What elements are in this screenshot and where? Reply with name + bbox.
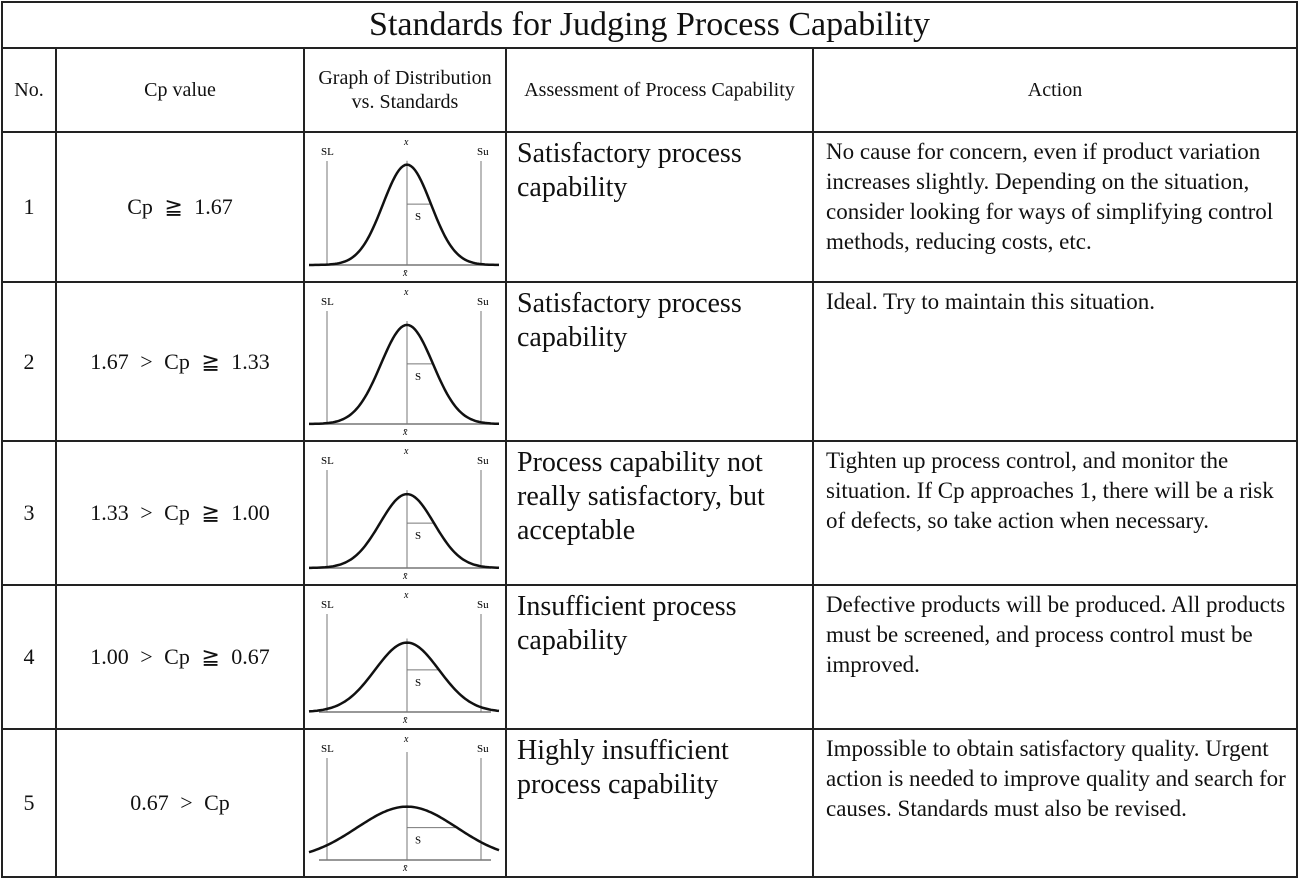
cp-value: 1.33 > Cp ≧ 1.00 <box>55 440 305 586</box>
sigma-label: S <box>415 211 421 223</box>
row-number: 1 <box>1 131 57 283</box>
assessment-text: Process capability not really satisfacto… <box>505 440 814 586</box>
mean-label: x̄ <box>402 863 408 874</box>
distribution-graph: SL Su S x̄ x <box>303 584 507 730</box>
mean-label: x̄ <box>402 571 408 582</box>
mean-top-label: x <box>403 734 409 745</box>
upper-spec-label: Su <box>477 599 489 611</box>
normal-curve-graph: SL Su S x̄ x <box>309 137 499 279</box>
normal-curve-graph: SL Su S x̄ x <box>309 287 499 438</box>
header-assessment: Assessment of Process Capability <box>505 47 814 133</box>
normal-curve-graph: SL Su S x̄ x <box>308 590 500 726</box>
lower-spec-label: SL <box>321 146 334 158</box>
assessment-text: Highly insufficient process capability <box>505 728 814 878</box>
mean-top-label: x <box>403 590 409 601</box>
sigma-label: S <box>415 835 421 847</box>
assessment-text: Satisfactory process capability <box>505 281 814 442</box>
normal-curve-graph: SL Su S x̄ x <box>308 734 500 874</box>
row-number: 2 <box>1 281 57 442</box>
mean-label: x̄ <box>402 715 408 726</box>
lower-spec-label: SL <box>321 455 334 467</box>
upper-spec-label: Su <box>477 296 489 308</box>
distribution-curve <box>308 805 500 854</box>
table-row: 1 Cp ≧ 1.67 SL Su S x̄ x Satisfactory pro… <box>1 131 1298 283</box>
assessment-text: Satisfactory process capability <box>505 131 814 283</box>
distribution-graph: SL Su S x̄ x <box>303 728 507 878</box>
upper-spec-label: Su <box>477 743 489 755</box>
distribution-graph: SL Su S x̄ x <box>303 131 507 283</box>
table-row: 5 0.67 > Cp SL Su S x̄ x Highly insuffici… <box>1 728 1298 878</box>
action-text: No cause for concern, even if product va… <box>811 131 1298 283</box>
lower-spec-label: SL <box>321 296 334 308</box>
sigma-label: S <box>415 371 421 383</box>
distribution-graph: SL Su S x̄ x <box>303 440 507 586</box>
action-text: Impossible to obtain satisfactory qualit… <box>811 728 1298 878</box>
lower-spec-label: SL <box>321 599 334 611</box>
header-cp: Cp value <box>55 47 305 133</box>
mean-label: x̄ <box>402 427 408 438</box>
mean-label: x̄ <box>402 268 408 279</box>
cp-value: 1.00 > Cp ≧ 0.67 <box>55 584 305 730</box>
table-row: 2 1.67 > Cp ≧ 1.33 SL Su S x̄ x Satisfact… <box>1 281 1298 442</box>
sigma-label: S <box>415 530 421 542</box>
mean-top-label: x <box>403 287 409 298</box>
table-title: Standards for Judging Process Capability <box>0 1 1298 49</box>
action-text: Ideal. Try to maintain this situation. <box>811 281 1298 442</box>
header-graph: Graph of Distribution vs. Standards <box>303 47 507 133</box>
distribution-graph: SL Su S x̄ x <box>303 281 507 442</box>
distribution-curve <box>309 323 499 426</box>
assessment-text: Insufficient process capability <box>505 584 814 730</box>
header-no: No. <box>1 47 57 133</box>
normal-curve-graph: SL Su S x̄ x <box>309 446 500 582</box>
lower-spec-label: SL <box>321 743 334 755</box>
cp-value: 1.67 > Cp ≧ 1.33 <box>55 281 305 442</box>
row-number: 4 <box>1 584 57 730</box>
sigma-label: S <box>415 677 421 689</box>
row-number: 5 <box>1 728 57 878</box>
distribution-curve <box>309 492 500 570</box>
mean-top-label: x <box>403 446 409 457</box>
mean-top-label: x <box>403 137 409 148</box>
header-action: Action <box>811 47 1298 133</box>
action-text: Tighten up process control, and monitor … <box>811 440 1298 586</box>
cp-value: Cp ≧ 1.67 <box>55 131 305 283</box>
row-number: 3 <box>1 440 57 586</box>
table-row: 3 1.33 > Cp ≧ 1.00 SL Su S x̄ x Process c… <box>1 440 1298 586</box>
cp-value: 0.67 > Cp <box>55 728 305 878</box>
distribution-curve <box>308 641 500 713</box>
action-text: Defective products will be produced. All… <box>811 584 1298 730</box>
distribution-curve <box>309 163 499 267</box>
upper-spec-label: Su <box>477 146 489 158</box>
table-row: 4 1.00 > Cp ≧ 0.67 SL Su S x̄ x Insuffici… <box>1 584 1298 730</box>
upper-spec-label: Su <box>477 455 489 467</box>
